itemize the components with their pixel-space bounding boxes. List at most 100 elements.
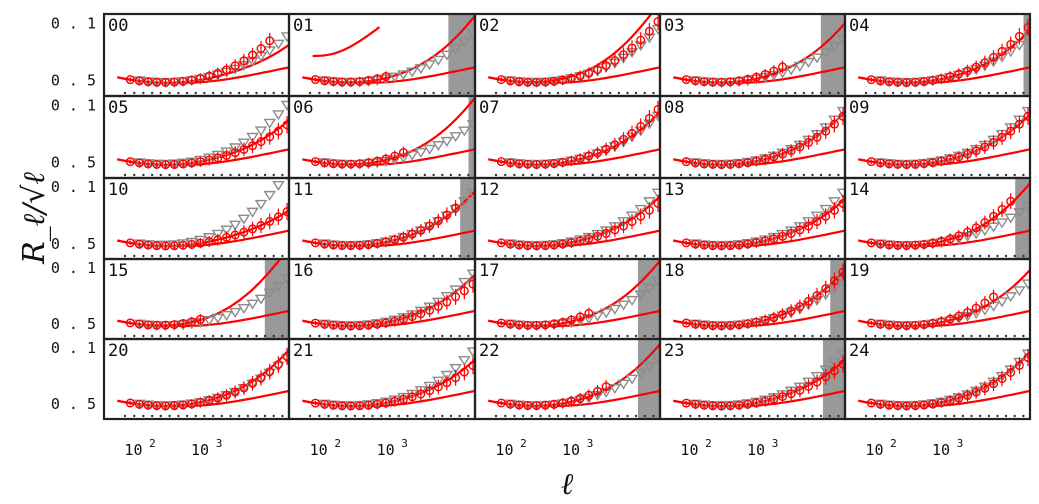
panel-11-baseline-dot	[344, 254, 348, 258]
panel-02-red-marker	[575, 71, 585, 81]
panel-04-baseline-dot	[874, 91, 877, 95]
panel-18-baseline-dot	[724, 334, 727, 338]
panel-17-baseline-dot	[548, 334, 551, 338]
panel-23-red-marker	[829, 366, 839, 376]
panel-14-baseline-dot	[891, 254, 895, 258]
panel-00-red-marker	[204, 71, 214, 81]
panel-11-baseline-dot	[308, 254, 312, 258]
panel-22-red-marker	[549, 399, 559, 409]
panel-04-red-marker	[884, 77, 894, 87]
panel-02-baseline-dot	[556, 91, 560, 95]
panel-06-baseline-dot	[327, 173, 330, 177]
panel-24-red-marker	[893, 401, 903, 411]
panel-04-red-marker	[910, 77, 920, 87]
panel-09-baseline-dot	[1022, 173, 1025, 177]
panel-23-baseline-dot	[759, 414, 762, 418]
panel-19: 19	[843, 257, 1032, 341]
panel-02-baseline-dot	[548, 91, 551, 95]
panel-14-red-marker	[989, 211, 999, 221]
panel-05-baseline-dot	[150, 173, 154, 177]
panel-11-red-marker	[425, 221, 435, 231]
panel-22-baseline-dot	[600, 414, 603, 418]
panel-24-red-marker	[980, 383, 990, 393]
panel-12-baseline-dot	[556, 254, 560, 258]
panel-13-baseline-dot	[767, 254, 771, 258]
panel-05-baseline-dot	[255, 173, 258, 177]
panel-14-red-marker	[902, 241, 912, 251]
panel-22-baseline-dot	[582, 414, 586, 418]
panel-10-gray-marker	[176, 239, 190, 250]
panel-08-red-marker	[829, 119, 839, 129]
panel-14-gray-marker	[1021, 201, 1030, 212]
panel-10-label: 10	[108, 180, 128, 200]
panel-19-red-marker	[971, 303, 981, 313]
panel-21-gray-marker	[423, 381, 436, 392]
panel-14-red-marker	[910, 240, 920, 250]
panel-01-red-marker	[328, 77, 338, 87]
panel-24-red-marker	[902, 401, 912, 411]
panel-17-gray-marker	[634, 290, 647, 301]
panel-05-baseline-dot	[272, 173, 275, 177]
panel-20-red-marker	[265, 367, 275, 377]
panel-07-baseline-dot	[643, 173, 646, 177]
panel-09-baseline-dot	[864, 173, 868, 177]
panel-08-baseline-dot	[828, 173, 831, 177]
panel-08-red-marker	[725, 159, 735, 169]
panel-13-label: 13	[664, 180, 684, 200]
panel-16-baseline-dot	[318, 334, 321, 338]
panel-00-baseline-dot	[168, 91, 171, 95]
panel-03-gray-marker	[836, 35, 845, 46]
panel-05-baseline-dot	[281, 173, 284, 177]
panel-14-baseline-dot	[978, 254, 982, 258]
panel-09-red-marker	[936, 156, 946, 166]
panel-15-red-marker	[134, 319, 144, 329]
panel-13-baseline-dot	[698, 254, 701, 258]
panel-13-baseline-dot	[811, 254, 814, 258]
panel-13-baseline-dot	[715, 254, 718, 258]
panel-03-red-marker	[681, 75, 691, 85]
panel-07-baseline-dot	[565, 173, 568, 177]
panel-12-baseline-dot	[548, 254, 551, 258]
panel-05-red-marker	[152, 160, 162, 170]
panel-23-red-marker	[821, 372, 831, 382]
panel-19-baseline-dot	[987, 334, 991, 338]
panel-10-red-marker	[195, 238, 205, 248]
panel-07-red-marker	[610, 140, 620, 150]
panel-10-baseline-dot	[142, 254, 145, 258]
panel-15-gray-marker	[246, 299, 259, 310]
panel-21-plot	[302, 347, 475, 418]
panel-13-baseline-dot	[679, 254, 683, 258]
panel-12-baseline-dot	[634, 254, 638, 258]
panel-18-baseline-dot	[679, 334, 683, 338]
panel-16-gray-marker	[458, 277, 471, 288]
panel-17-baseline-dot	[634, 334, 638, 338]
panel-10-baseline-dot	[194, 254, 197, 258]
panel-07-red-marker	[636, 121, 646, 131]
panel-00-red-marker	[161, 77, 171, 87]
panel-18-red-marker	[778, 309, 788, 319]
panel-12-baseline-dot	[504, 254, 507, 258]
panel-19-baseline-dot	[1004, 334, 1008, 338]
panel-07-red-marker	[532, 160, 542, 170]
panel-05-red-marker	[222, 150, 232, 160]
panel-15-red-marker	[125, 318, 135, 328]
panel-18: 18	[658, 257, 847, 341]
panel-01-baseline-dot	[318, 91, 321, 95]
panel-01-baseline-dot	[423, 91, 427, 95]
panel-10-baseline-dot	[237, 254, 241, 258]
panel-13-red-marker	[734, 240, 744, 250]
panel-22-baseline-dot	[556, 414, 560, 418]
panel-22-baseline-dot	[643, 414, 646, 418]
panel-20-red-marker	[273, 359, 283, 369]
panel-07-red-marker	[593, 148, 603, 158]
panel-24-red-marker	[1023, 353, 1030, 363]
y-tick-label: 0 . 5	[51, 154, 96, 172]
panel-10-red-marker	[161, 241, 171, 251]
panel-23-red-marker	[786, 389, 796, 399]
panel-09-baseline-dot	[970, 173, 973, 177]
panel-10-baseline-dot	[246, 254, 250, 258]
panel-12-baseline-dot	[591, 254, 595, 258]
panel-05-red-marker	[195, 157, 205, 167]
panel-16-baseline-dot	[449, 334, 453, 338]
panel-12-red-marker	[549, 240, 559, 250]
